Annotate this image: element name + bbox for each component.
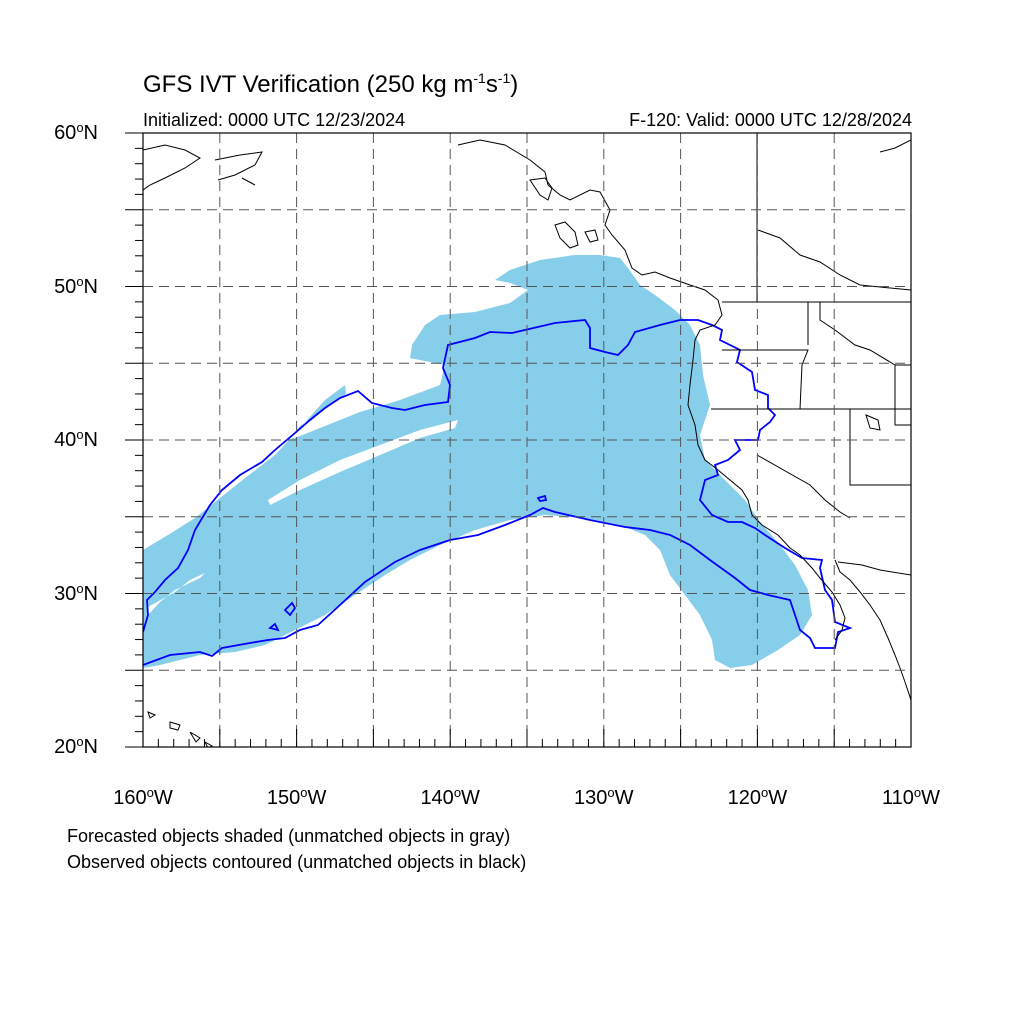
- caption-observed: Observed objects contoured (unmatched ob…: [67, 852, 527, 872]
- degree-symbol: o: [607, 785, 615, 800]
- degree-symbol: o: [76, 273, 84, 289]
- degree-symbol: o: [913, 785, 922, 800]
- figure-title: GFS IVT Verification (250 kg m-1s-1): [143, 70, 519, 98]
- degree-symbol: o: [300, 785, 308, 800]
- plot-frame: [142, 132, 912, 748]
- degree-symbol: o: [76, 427, 84, 442]
- lon-tick-number: 130: [574, 787, 608, 809]
- degree-symbol: o: [76, 734, 84, 749]
- lon-tick-hemisphere: W: [614, 787, 634, 809]
- lon-tick-label: 140oW: [400, 785, 500, 810]
- lat-tick-hemisphere: N: [83, 582, 98, 605]
- lon-tick-number: 120: [727, 787, 762, 809]
- lat-tick-hemisphere: N: [83, 275, 98, 298]
- lon-tick-label: 160oW: [93, 785, 193, 810]
- degree-symbol: o: [76, 580, 84, 596]
- lon-tick-label: 150oW: [247, 785, 347, 810]
- lon-tick-number: 110: [881, 787, 914, 809]
- degree-symbol: o: [761, 785, 769, 800]
- lon-tick-label: 120oW: [707, 785, 807, 810]
- lat-tick-hemisphere: N: [83, 122, 98, 144]
- lon-tick-hemisphere: W: [921, 787, 940, 809]
- lat-tick-label: 50oN: [0, 274, 98, 299]
- lon-tick-hemisphere: W: [307, 787, 327, 809]
- lat-tick-number: 20: [54, 736, 77, 758]
- degree-symbol: o: [76, 120, 84, 135]
- lat-tick-label: 30oN: [0, 581, 98, 606]
- degree-symbol: o: [146, 785, 154, 800]
- lat-tick-number: 40: [54, 429, 77, 451]
- lon-tick-number: 140: [420, 787, 454, 809]
- init-time-label: Initialized: 0000 UTC 12/23/2024: [143, 110, 406, 130]
- lon-tick-label: 130oW: [554, 785, 654, 810]
- observed-object-contour: [143, 319, 853, 666]
- lat-lon-grid: [143, 133, 911, 747]
- coastline-north-america: [457, 139, 911, 701]
- lon-tick-hemisphere: W: [153, 787, 173, 809]
- lat-tick-label: 60oN: [0, 120, 98, 145]
- lon-tick-hemisphere: W: [768, 787, 788, 809]
- valid-time-label: F-120: Valid: 0000 UTC 12/28/2024: [629, 110, 912, 130]
- lat-tick-number: 50: [54, 275, 77, 298]
- lat-tick-hemisphere: N: [83, 736, 98, 758]
- lon-tick-label: 110oW: [861, 785, 961, 810]
- lon-tick-number: 160: [113, 787, 147, 809]
- caption-forecast: Forecasted objects shaded (unmatched obj…: [67, 826, 511, 846]
- degree-symbol: o: [453, 785, 462, 800]
- coastline-islands: [143, 144, 599, 747]
- lat-tick-label: 20oN: [0, 734, 98, 759]
- lat-tick-number: 30: [54, 582, 77, 605]
- lat-tick-hemisphere: N: [83, 429, 98, 451]
- lat-tick-number: 60: [54, 122, 77, 144]
- forecast-object-shaded: [143, 255, 812, 668]
- lon-tick-hemisphere: W: [461, 787, 480, 809]
- lat-tick-label: 40oN: [0, 427, 98, 452]
- lon-tick-number: 150: [266, 787, 301, 809]
- observed-object-small-contour: [268, 494, 548, 632]
